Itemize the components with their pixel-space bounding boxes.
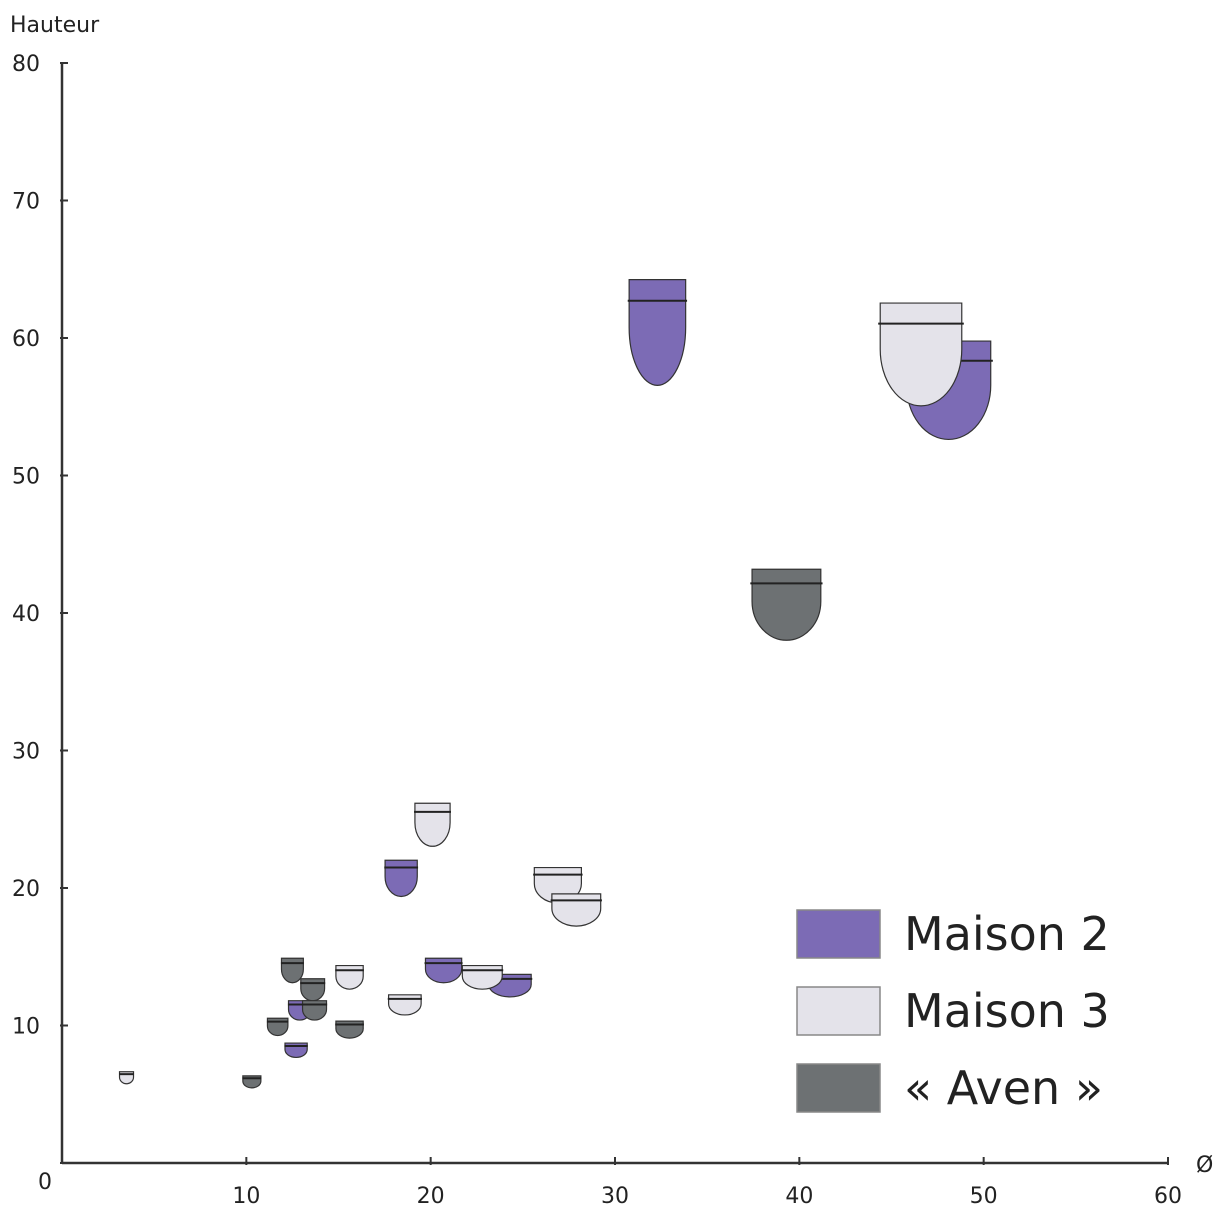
vessel xyxy=(335,964,364,990)
legend-swatch xyxy=(796,909,881,959)
legend-swatch xyxy=(796,986,881,1036)
legend-label: Maison 3 xyxy=(904,984,1110,1038)
vessel xyxy=(628,279,687,386)
x-tick-label: 20 xyxy=(417,1184,445,1208)
vessel xyxy=(424,957,463,984)
x-tick-label: 50 xyxy=(970,1184,998,1208)
x-tick-label: 30 xyxy=(601,1184,629,1208)
y-tick-label: 40 xyxy=(12,602,40,627)
y-tick-label: 80 xyxy=(12,52,40,77)
vessel xyxy=(551,893,602,927)
x-tick-label: 60 xyxy=(1154,1184,1182,1208)
vessel xyxy=(387,994,422,1016)
y-tick-label: 10 xyxy=(12,1015,40,1040)
vessel xyxy=(384,859,418,898)
y-tick-label: 0 xyxy=(38,1170,52,1195)
vessel xyxy=(300,978,326,1002)
y-tick-label: 30 xyxy=(12,740,40,765)
legend-label: « Aven » xyxy=(904,1061,1103,1115)
x-tick-label: 40 xyxy=(785,1184,813,1208)
y-tick-label: 70 xyxy=(12,190,40,215)
vessel xyxy=(461,964,503,990)
y-tick-label: 20 xyxy=(12,877,40,902)
y-tick-label: 60 xyxy=(12,327,40,352)
x-tick-label: 10 xyxy=(232,1184,260,1208)
legend-label: Maison 2 xyxy=(904,907,1110,961)
vessel xyxy=(280,957,304,984)
vessel xyxy=(751,568,822,641)
y-tick-label: 50 xyxy=(12,465,40,490)
x-axis-label: Ø xyxy=(1196,1153,1213,1178)
y-axis-label: Hauteur xyxy=(10,13,100,38)
vessel xyxy=(879,302,963,407)
vessel xyxy=(414,802,451,847)
legend-swatch xyxy=(796,1063,881,1113)
